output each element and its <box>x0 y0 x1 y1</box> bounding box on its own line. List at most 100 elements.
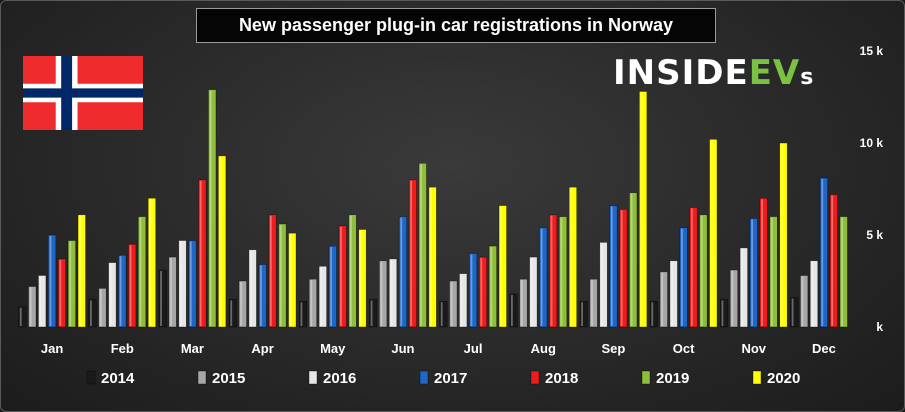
bar <box>558 216 568 328</box>
bar <box>539 227 548 328</box>
bar <box>358 229 367 328</box>
bar-highlight <box>511 294 513 326</box>
x-tick-label: Dec <box>812 341 836 356</box>
bar-highlight <box>359 230 362 326</box>
bar <box>719 299 729 328</box>
bar-highlight <box>761 199 763 326</box>
bar <box>549 214 558 328</box>
bar-highlight <box>240 282 243 326</box>
bar-highlight <box>710 140 713 326</box>
bar <box>369 299 378 328</box>
bar-highlight <box>440 302 443 326</box>
bar-highlight <box>460 274 463 326</box>
legend-label: 2018 <box>545 370 578 387</box>
bar <box>158 269 167 328</box>
bar-highlight <box>620 210 623 326</box>
bar-highlight <box>751 219 753 326</box>
norway-flag <box>23 56 143 130</box>
bar <box>248 249 257 328</box>
bar <box>428 186 437 328</box>
bar <box>338 225 347 328</box>
bar-highlight <box>630 193 633 326</box>
bar-highlight <box>99 289 102 326</box>
bar <box>649 300 658 328</box>
bar <box>88 299 97 328</box>
bar-highlight <box>209 90 212 326</box>
bar-highlight <box>109 263 112 326</box>
bar <box>498 205 507 328</box>
bar <box>709 139 718 328</box>
y-tick-label: 10 k <box>860 136 884 150</box>
bar <box>599 242 608 328</box>
bar <box>118 254 127 328</box>
bar <box>268 214 277 328</box>
bar-highlight <box>831 195 834 326</box>
bar-highlight <box>741 248 744 326</box>
bar <box>829 194 838 328</box>
bar <box>298 300 308 328</box>
bar <box>699 214 708 328</box>
bar <box>228 299 237 328</box>
bar-highlight <box>700 215 703 326</box>
x-tick-label: May <box>320 341 346 356</box>
bar <box>509 293 518 328</box>
y-tick-label: 5 k <box>866 228 883 242</box>
bar <box>348 214 357 328</box>
bar <box>98 288 107 328</box>
bar-highlight <box>771 217 773 326</box>
bar <box>679 227 688 328</box>
bar-highlight <box>721 300 724 326</box>
legend-label: 2016 <box>323 370 356 387</box>
legend-swatch <box>197 370 207 385</box>
bar-highlight <box>450 282 453 326</box>
bar-highlight <box>581 302 583 326</box>
bar <box>469 253 478 328</box>
bar <box>579 300 588 328</box>
bar-highlight <box>90 300 92 326</box>
bar-highlight <box>690 208 693 326</box>
bar-highlight <box>19 307 22 326</box>
bar <box>809 260 819 328</box>
legend-label: 2014 <box>101 370 135 387</box>
x-tick-label: Aug <box>531 341 556 356</box>
bar-highlight <box>801 276 804 326</box>
x-tick-label: Jan <box>41 341 63 356</box>
bar <box>67 240 76 328</box>
bar-highlight <box>731 270 734 326</box>
bar-highlight <box>300 302 303 326</box>
x-tick-label: Jun <box>391 341 414 356</box>
bar <box>839 216 848 328</box>
bar <box>238 280 247 328</box>
bar-highlight <box>480 258 483 326</box>
bar <box>138 216 147 328</box>
bar-highlight <box>179 241 182 326</box>
bar-highlight <box>29 287 32 326</box>
y-tick-label: k <box>876 320 883 334</box>
bar-highlight <box>250 250 252 326</box>
bar-highlight <box>279 224 282 326</box>
bar <box>659 271 668 328</box>
bar <box>439 300 448 328</box>
bar <box>459 273 468 328</box>
bar-highlight <box>640 92 643 326</box>
bar-highlight <box>230 300 233 326</box>
bar <box>519 278 528 328</box>
bar <box>418 162 427 328</box>
bar <box>819 177 828 328</box>
bar <box>759 197 768 328</box>
bar-highlight <box>139 217 142 326</box>
legend-label: 2020 <box>767 370 800 387</box>
bar <box>208 89 217 328</box>
bar <box>629 192 638 328</box>
bar-highlight <box>170 258 172 326</box>
bar <box>128 243 137 328</box>
x-tick-label: Mar <box>181 341 204 356</box>
bar-highlight <box>59 259 62 326</box>
bar <box>308 278 318 328</box>
bar-highlight <box>400 217 403 326</box>
bar <box>568 186 578 328</box>
bar-highlight <box>681 228 683 326</box>
bar <box>769 216 778 328</box>
bar <box>478 256 488 328</box>
bar <box>57 258 67 328</box>
